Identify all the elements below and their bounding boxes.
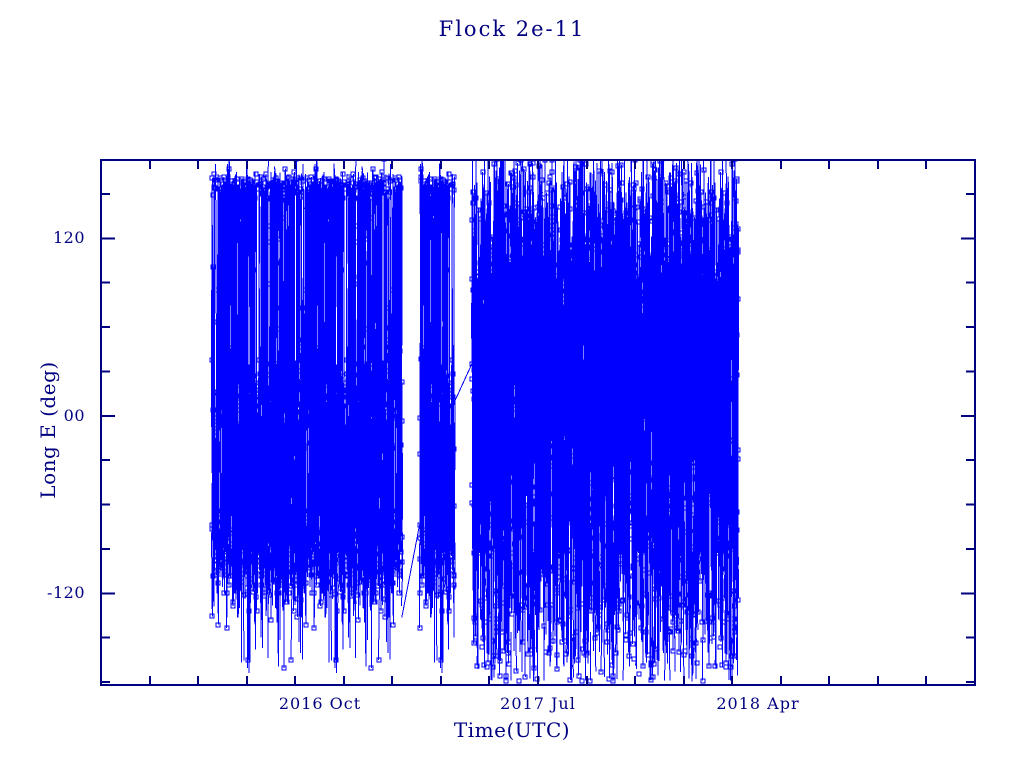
x-axis-ticks bbox=[100, 160, 976, 685]
y-tick-label: 00 bbox=[63, 405, 85, 425]
x-tick-label: 2018 Apr bbox=[716, 694, 800, 713]
y-axis-title: Long E (deg) bbox=[36, 361, 60, 499]
x-axis-title: Time(UTC) bbox=[453, 718, 571, 742]
page-title: Flock 2e-11 bbox=[438, 17, 586, 41]
x-tick-label: 2017 Jul bbox=[500, 694, 576, 713]
y-axis-ticks bbox=[101, 193, 975, 684]
data-series bbox=[209, 160, 741, 684]
y-tick-label: -120 bbox=[47, 583, 85, 603]
y-tick-label: 120 bbox=[52, 228, 85, 248]
x-tick-label: 2016 Oct bbox=[278, 694, 362, 713]
